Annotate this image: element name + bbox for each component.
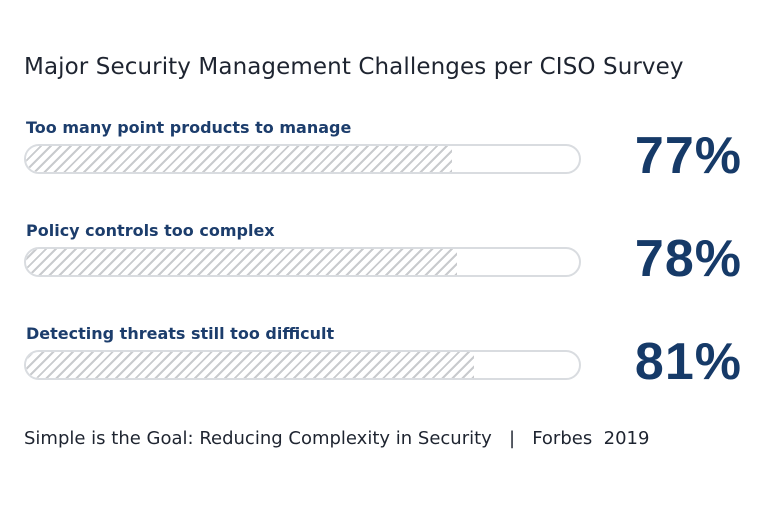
bar-track — [24, 247, 581, 277]
bar-fill — [26, 249, 458, 275]
bar-fill — [26, 352, 474, 378]
percent-value: 77% — [634, 127, 742, 185]
bar-row: Policy controls too complex 78% — [0, 221, 768, 293]
bar-row: Too many point products to manage 77% — [0, 118, 768, 190]
bar-label: Policy controls too complex — [26, 221, 275, 240]
source-citation: Simple is the Goal: Reducing Complexity … — [24, 428, 650, 449]
bar-track — [24, 350, 581, 380]
percent-value: 78% — [634, 230, 742, 288]
bar-row: Detecting threats still too difficult 81… — [0, 324, 768, 396]
chart-title: Major Security Management Challenges per… — [24, 54, 684, 80]
percent-value: 81% — [634, 333, 742, 391]
bar-track — [24, 144, 581, 174]
bar-label: Too many point products to manage — [26, 118, 352, 137]
bar-label: Detecting threats still too difficult — [26, 324, 335, 343]
bar-fill — [26, 146, 452, 172]
